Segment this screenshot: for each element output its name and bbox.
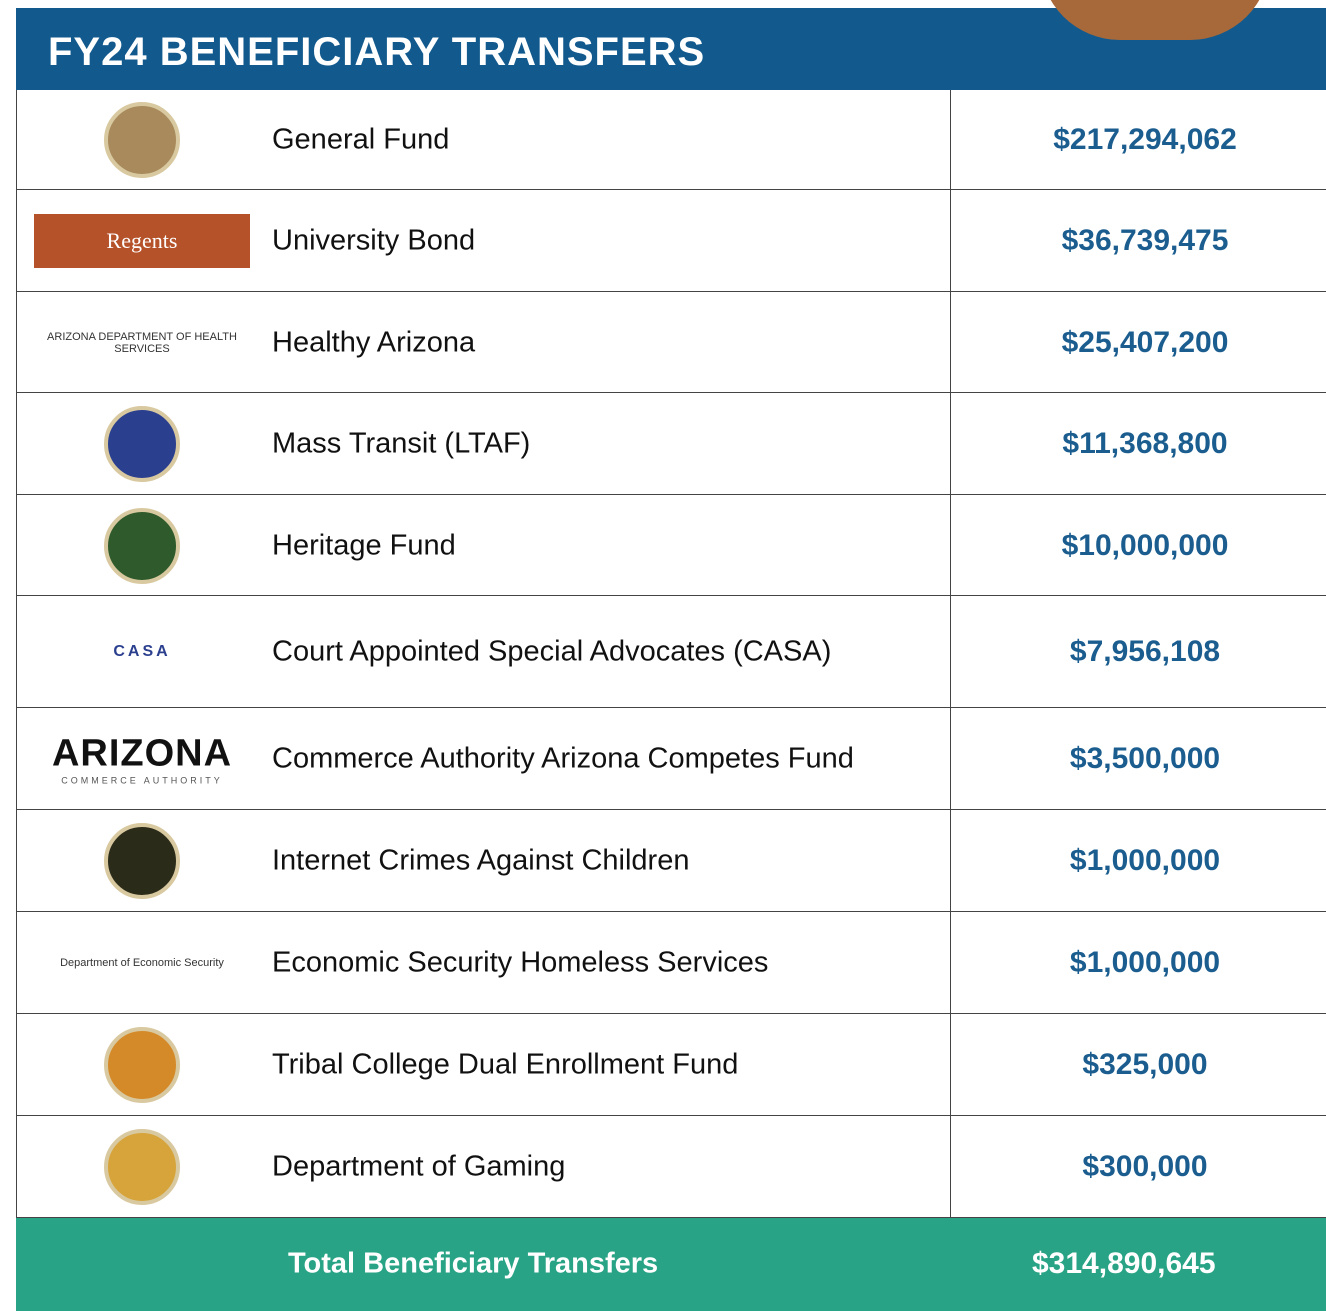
logo-text: CASA <box>113 643 171 660</box>
row-label: Internet Crimes Against Children <box>272 844 690 877</box>
row-label: Department of Gaming <box>272 1150 566 1183</box>
logo-seal <box>104 102 180 178</box>
logo-text: ARIZONA <box>51 732 233 775</box>
row-label: Healthy Arizona <box>272 326 476 358</box>
row-amount: $3,500,000 <box>1069 742 1221 775</box>
row-amount: $1,000,000 <box>1069 946 1221 979</box>
row-label: Commerce Authority Arizona Competes Fund <box>272 742 854 775</box>
table-row: General Fund $217,294,062 <box>16 90 1326 190</box>
table-row: Court Appointed Special Advocates (CASA)… <box>16 596 1326 708</box>
title: FY24 BENEFICIARY TRANSFERS <box>48 30 706 74</box>
row-amount: $217,294,062 <box>1053 123 1237 156</box>
row-label: University Bond <box>272 224 476 257</box>
logo-text: Department of Economic Security <box>60 957 224 969</box>
row-label: Court Appointed Special Advocates (CASA) <box>272 635 832 668</box>
logo: CASA <box>34 643 250 661</box>
table-row: Economic Security Homeless Services $1,00… <box>16 912 1326 1014</box>
table-row: Heritage Fund $10,000,000 <box>16 495 1326 596</box>
logo-seal <box>104 1027 180 1103</box>
row-label: Economic Security Homeless Services <box>272 946 769 979</box>
table-row: Tribal College Dual Enrollment Fund $325,… <box>16 1014 1326 1116</box>
row-amount: $11,368,800 <box>1062 427 1228 460</box>
row-amount: $25,407,200 <box>1061 325 1229 359</box>
row-amount: $10,000,000 <box>1061 528 1229 562</box>
total-label: Total Beneficiary Transfers <box>288 1247 659 1280</box>
logo-seal <box>104 507 180 584</box>
table-row: Healthy Arizona $25,407,200 ARIZONA DEPART… <box>16 292 1326 393</box>
row-amount: $300,000 <box>1082 1150 1208 1183</box>
total-row: Total Beneficiary Transfers $314,890,645 <box>16 1218 1326 1311</box>
table-row: Mass Transit (LTAF) $11,368,800 <box>16 393 1326 495</box>
table-row: Department of Gaming $300,000 <box>16 1116 1326 1218</box>
table-row: Commerce Authority Arizona Competes Fund… <box>16 708 1326 810</box>
row-amount: $7,956,108 <box>1069 635 1221 668</box>
row-label: Mass Transit (LTAF) <box>272 427 531 460</box>
logo-subtext: COMMERCE AUTHORITY <box>61 775 223 786</box>
logo-seal <box>104 1129 180 1205</box>
column-divider <box>950 90 951 1218</box>
table-row: University Bond $36,739,475 Regents <box>16 190 1326 292</box>
table-edge <box>16 90 17 1218</box>
row-amount: $36,739,475 <box>1061 224 1229 257</box>
logo-text: ARIZONA DEPARTMENT OF HEALTH SERVICES <box>47 330 237 355</box>
logo-text: Regents <box>106 228 178 253</box>
row-amount: $1,000,000 <box>1069 844 1221 877</box>
logo-seal <box>104 823 180 899</box>
logo-seal <box>104 406 180 482</box>
logo: Regents <box>34 214 250 268</box>
logo: ARIZONA DEPARTMENT OF HEALTH SERVICES <box>34 331 250 355</box>
row-amount: $325,000 <box>1082 1048 1208 1081</box>
table-row: Internet Crimes Against Children $1,000,0… <box>16 810 1326 912</box>
logo: ARIZONA COMMERCE AUTHORITY <box>34 733 250 786</box>
row-label: Heritage Fund <box>272 529 456 561</box>
logo: Department of Economic Security <box>34 957 250 969</box>
row-label: Tribal College Dual Enrollment Fund <box>272 1048 739 1081</box>
total-amount: $314,890,645 <box>1032 1247 1216 1280</box>
row-label: General Fund <box>272 123 450 156</box>
